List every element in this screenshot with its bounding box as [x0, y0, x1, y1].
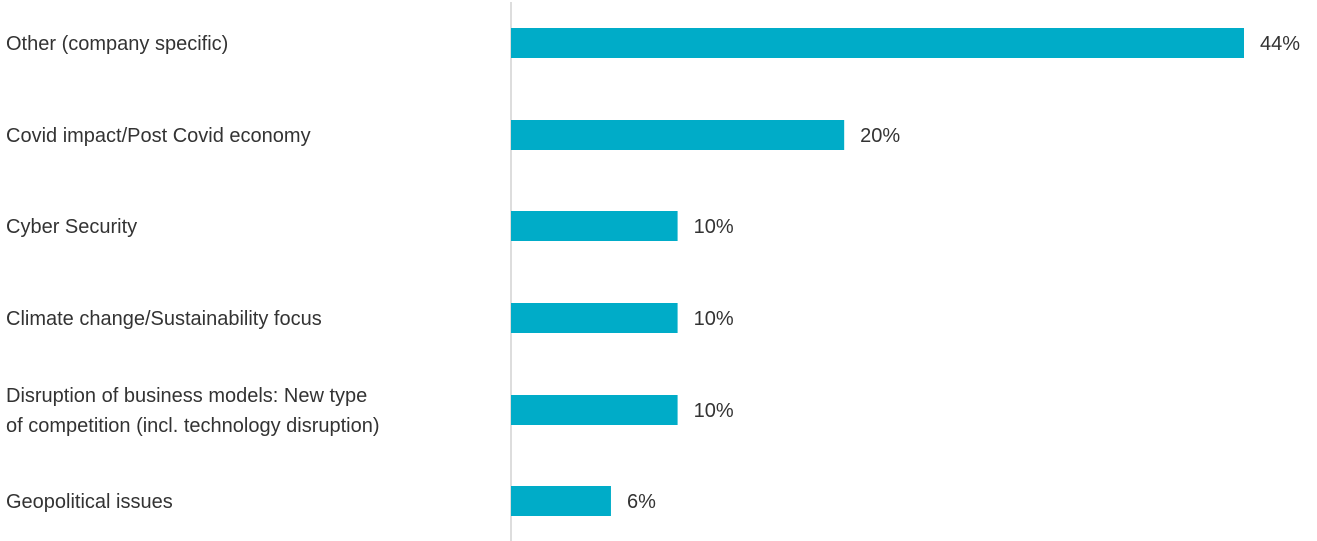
value-label-4: 10%	[694, 400, 734, 422]
category-label-3: Climate change/Sustainability focus	[6, 308, 322, 330]
value-label-0: 44%	[1260, 33, 1300, 55]
category-label-4-line-1: of competition (incl. technology disrupt…	[6, 415, 380, 437]
category-label-5: Geopolitical issues	[6, 491, 173, 513]
bars-group	[511, 28, 1244, 516]
value-label-1: 20%	[860, 125, 900, 147]
value-labels-group: 44% 20% 10% 10% 10% 6%	[627, 33, 1300, 513]
bar-4	[511, 395, 678, 425]
bar-3	[511, 303, 678, 333]
bar-1	[511, 120, 845, 150]
value-label-2: 10%	[694, 216, 734, 238]
category-labels-group: Other (company specific) Covid impact/Pos…	[6, 33, 380, 513]
bar-2	[511, 211, 678, 241]
category-label-0: Other (company specific)	[6, 33, 228, 55]
bar-0	[511, 28, 1244, 58]
category-label-2: Cyber Security	[6, 216, 137, 238]
category-label-1: Covid impact/Post Covid economy	[6, 125, 311, 147]
bar-5	[511, 486, 611, 516]
value-label-3: 10%	[694, 308, 734, 330]
category-label-4-line-0: Disruption of business models: New type	[6, 385, 367, 407]
value-label-5: 6%	[627, 491, 656, 513]
